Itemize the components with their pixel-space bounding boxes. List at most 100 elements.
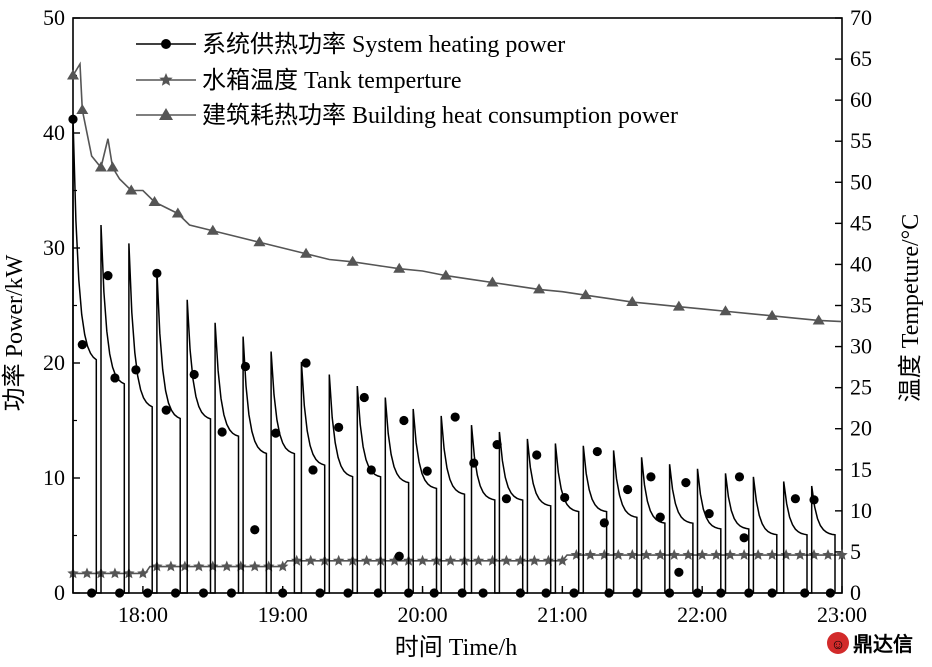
building-heat-marker — [67, 69, 79, 80]
building-heat-marker — [125, 184, 138, 195]
heating-power-marker — [515, 588, 526, 598]
right-y-tick-label: 20 — [850, 416, 872, 441]
building-heat-marker — [106, 161, 119, 172]
tank-temp-marker — [836, 549, 848, 560]
legend-label: 系统供热功率 System heating power — [202, 31, 565, 58]
right-y-tick-label: 50 — [850, 169, 872, 194]
heating-power-marker — [599, 518, 609, 528]
tank-temp-marker — [752, 549, 764, 560]
heating-power-marker — [646, 472, 656, 482]
building-heat-marker — [253, 236, 266, 247]
heating-power-marker — [217, 427, 227, 437]
heating-power-marker — [592, 446, 602, 457]
heating-power-marker — [308, 465, 318, 475]
heating-power-marker — [744, 588, 754, 598]
tank-temp-marker — [137, 567, 149, 579]
building-heat-marker — [300, 247, 313, 258]
tank-temp-marker — [766, 549, 778, 560]
tank-temp-marker — [444, 554, 457, 566]
building-heat-marker — [206, 224, 219, 235]
heating-power-marker — [115, 588, 125, 598]
heating-power-marker — [315, 588, 325, 598]
heating-power-marker — [478, 588, 488, 598]
tank-temp-marker — [388, 554, 401, 566]
heating-power-marker — [68, 114, 78, 124]
tank-temp-marker — [668, 549, 680, 560]
x-axis-title: 时间 Time/h — [395, 634, 517, 661]
building-heat-marker — [76, 104, 89, 114]
right-y-tick-label: 15 — [850, 457, 872, 482]
tank-temp-marker — [472, 554, 485, 566]
heating-power-marker — [399, 415, 409, 426]
heating-power-marker — [77, 340, 87, 350]
x-tick-label: 22:00 — [677, 602, 727, 627]
tank-temp-marker — [542, 554, 555, 566]
right-y-tick-label: 30 — [850, 334, 872, 359]
heating-power-marker — [501, 494, 512, 504]
tank-temp-marker — [486, 554, 499, 566]
tank-temp-marker — [794, 549, 806, 560]
heating-power-marker — [739, 533, 749, 543]
heating-power-marker — [457, 588, 467, 598]
tank-temp-marker — [416, 554, 429, 566]
heating-power-marker — [189, 369, 199, 380]
legend-label: 建筑耗热功率 Building heat consumption power — [202, 102, 678, 129]
heating-power-marker — [825, 588, 835, 598]
tank-temp-marker — [332, 554, 345, 566]
tank-temp-marker — [626, 549, 638, 560]
building-heat-marker — [672, 300, 685, 311]
heating-power-marker — [623, 484, 633, 495]
left-y-tick-label: 30 — [43, 235, 65, 260]
x-tick-label: 23:00 — [817, 602, 867, 627]
left-y-tick-label: 50 — [43, 5, 65, 30]
heating-power-marker — [422, 466, 432, 476]
building-heat-marker — [148, 196, 161, 206]
heating-power-marker — [394, 551, 404, 561]
x-tick-label: 20:00 — [397, 602, 447, 627]
building-heat-marker — [719, 305, 732, 316]
building-heat-marker — [439, 269, 452, 280]
heating-power-marker — [110, 373, 120, 383]
heating-power-line — [72, 119, 836, 594]
heating-power-marker — [429, 588, 439, 598]
tank-temp-marker — [193, 560, 205, 572]
tank-temp-marker — [808, 549, 820, 560]
tank-temp-marker — [179, 560, 191, 572]
left-y-axis-title: 功率 Power/kW — [1, 254, 28, 411]
heating-power-marker — [450, 412, 460, 422]
building-heat-marker — [812, 314, 825, 325]
heating-power-marker — [790, 494, 800, 504]
building-heat-line — [72, 61, 843, 323]
tank-temp-marker — [738, 549, 750, 560]
heating-power-marker — [103, 271, 113, 281]
heating-power-marker — [278, 588, 288, 598]
right-y-tick-label: 5 — [850, 539, 861, 564]
heating-power-marker — [704, 509, 714, 519]
heating-power-marker — [692, 588, 703, 598]
heating-power-marker — [198, 588, 209, 598]
x-tick-label: 19:00 — [258, 602, 308, 627]
heating-power-marker — [142, 588, 153, 598]
right-y-tick-label: 55 — [850, 128, 872, 153]
building-heat-marker — [626, 296, 639, 307]
x-tick-label: 18:00 — [118, 602, 168, 627]
right-y-tick-label: 40 — [850, 251, 872, 276]
heating-power-marker — [560, 492, 570, 503]
heating-power-marker — [632, 588, 642, 598]
heating-power-marker — [492, 440, 502, 450]
tank-temp-marker — [360, 554, 373, 566]
heating-power-marker — [674, 567, 684, 577]
legend-star-marker — [159, 73, 173, 86]
heating-power-marker — [532, 450, 542, 460]
watermark-text: 鼎达信 — [853, 632, 913, 656]
left-y-tick-label: 20 — [43, 350, 65, 375]
tank-temp-marker — [696, 549, 708, 560]
tank-temp-marker — [612, 549, 624, 560]
tank-temp-marker — [305, 554, 317, 566]
building-heat-marker — [94, 161, 107, 172]
tank-temp-marker — [598, 549, 610, 560]
tank-temp-marker — [570, 549, 583, 560]
heating-power-marker — [301, 358, 311, 368]
tank-temp-marker — [207, 560, 219, 572]
